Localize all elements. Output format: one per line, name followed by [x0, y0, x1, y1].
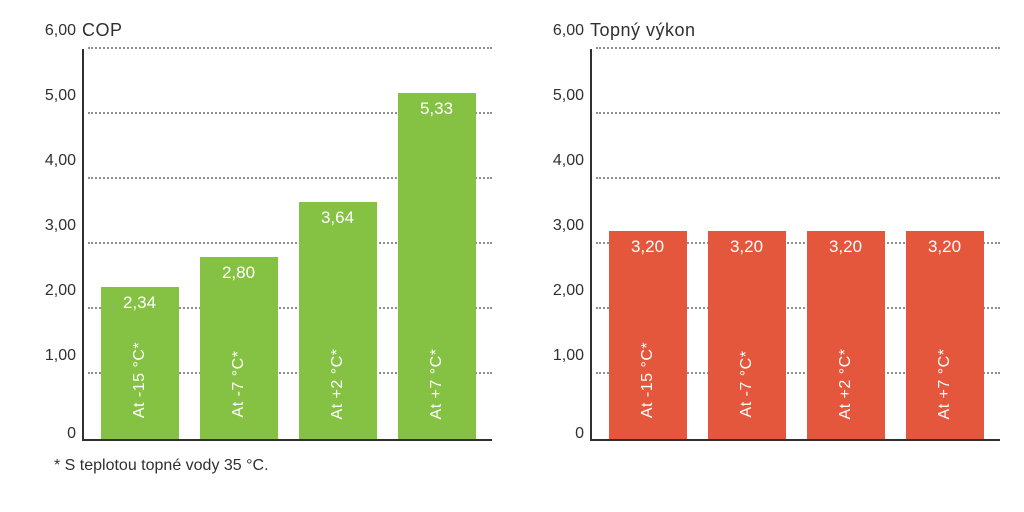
bar-value-label: 5,33 [398, 99, 476, 119]
bar-value-label: 3,20 [807, 237, 885, 257]
y-axis-labels: 01,002,003,004,005,006,00 [24, 49, 82, 439]
chart-block-0: COP01,002,003,004,005,006,002,34At -15 °… [24, 20, 492, 439]
chart-block-1: Topný výkon01,002,003,004,005,006,003,20… [532, 20, 1000, 439]
plot-area: 3,20 At -15 °C* 3,20 At -7 °C* 3,20 At +2 °C*… [590, 49, 1000, 441]
y-tick-label: 3,00 [553, 217, 584, 235]
bars-container: 3,20 At -15 °C* 3,20 At -7 °C* 3,20 At +2 °C*… [592, 49, 1000, 439]
y-tick-label: 2,00 [45, 282, 76, 300]
chart-title: Topný výkon [590, 20, 1000, 41]
bar-category-label: At -15 °C* [131, 341, 149, 417]
plot-area: 2,34 At -15 °C* 2,80 At -7 °C* 3,64 At +2 °C*… [82, 49, 492, 441]
bar-category-label: At +2 °C* [837, 348, 855, 419]
bar-category-label: At -15 °C* [639, 341, 657, 417]
y-axis-labels: 01,002,003,004,005,006,00 [532, 49, 590, 439]
bar-category-label: At -7 °C* [738, 350, 756, 417]
y-tick-label: 1,00 [553, 347, 584, 365]
chart-area: 01,002,003,004,005,006,002,34At -15 °C*2… [24, 49, 492, 439]
chart-title: COP [82, 20, 492, 41]
bar: 3,20 At +7 °C* [906, 231, 984, 439]
bar-value-label: 3,20 [708, 237, 786, 257]
bar-category-label: At +7 °C* [936, 348, 954, 419]
bar: 2,34 At -15 °C* [101, 287, 179, 439]
bar-value-label: 3,20 [609, 237, 687, 257]
bar: 3,20 At +2 °C* [807, 231, 885, 439]
chart-area: 01,002,003,004,005,006,003,20At -15 °C*3… [532, 49, 1000, 439]
bars-container: 2,34 At -15 °C* 2,80 At -7 °C* 3,64 At +2 °C*… [84, 49, 492, 439]
charts-row: COP01,002,003,004,005,006,002,34At -15 °… [24, 20, 1000, 439]
bar: 3,20 At -15 °C* [609, 231, 687, 439]
bar-category-label: At +2 °C* [329, 348, 347, 419]
y-tick-label: 4,00 [45, 152, 76, 170]
bar-value-label: 2,34 [101, 293, 179, 313]
bar-value-label: 3,64 [299, 208, 377, 228]
y-tick-label: 4,00 [553, 152, 584, 170]
bar-value-label: 3,20 [906, 237, 984, 257]
y-tick-label: 6,00 [553, 22, 584, 40]
bar-category-label: At -7 °C* [230, 350, 248, 417]
y-tick-label: 5,00 [45, 87, 76, 105]
bar: 3,64 At +2 °C* [299, 202, 377, 439]
bar: 5,33 At +7 °C* [398, 93, 476, 439]
y-tick-label: 0 [575, 425, 584, 443]
y-tick-label: 6,00 [45, 22, 76, 40]
y-tick-label: 0 [67, 425, 76, 443]
bar: 3,20 At -7 °C* [708, 231, 786, 439]
y-tick-label: 3,00 [45, 217, 76, 235]
charts-page: COP 0 1,00 2,00 3,00 4,00 5,00 6,00 2,34 At -15 °… [0, 0, 1024, 512]
footnote-text: * S teplotou topné vody 35 °C. [54, 457, 1000, 475]
bar-category-label: At +7 °C* [428, 348, 446, 419]
y-tick-label: 5,00 [553, 87, 584, 105]
bar-value-label: 2,80 [200, 263, 278, 283]
y-tick-label: 2,00 [553, 282, 584, 300]
bar: 2,80 At -7 °C* [200, 257, 278, 439]
y-tick-label: 1,00 [45, 347, 76, 365]
